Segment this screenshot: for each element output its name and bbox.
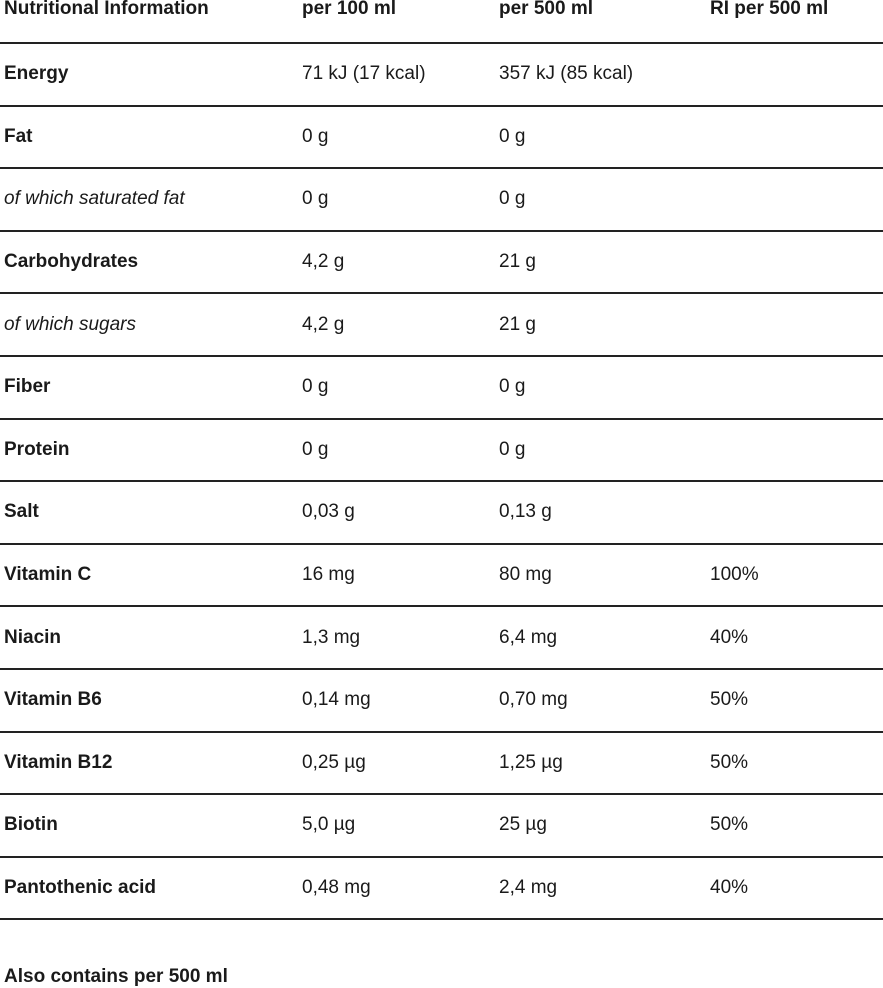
value-per-100ml: 1,3 mg bbox=[302, 626, 361, 648]
header-ri-per-500ml: RI per 500 ml bbox=[710, 0, 829, 19]
table-row: Vitamin C 16 mg 80 mg 100% bbox=[0, 545, 883, 608]
value-per-100ml: 5,0 µg bbox=[302, 814, 356, 836]
nutrient-label: Salt bbox=[4, 501, 39, 523]
value-per-500ml: 25 µg bbox=[499, 814, 547, 836]
value-per-100ml: 0,14 mg bbox=[302, 689, 371, 711]
value-per-500ml: 357 kJ (85 kcal) bbox=[499, 63, 634, 85]
value-per-500ml: 2,4 mg bbox=[499, 877, 558, 899]
nutrient-label: Fiber bbox=[4, 376, 51, 398]
nutrient-label: Protein bbox=[4, 438, 70, 460]
nutrient-label: Vitamin B6 bbox=[4, 689, 102, 711]
value-per-100ml: 0 g bbox=[302, 188, 329, 210]
nutrient-label: Energy bbox=[4, 63, 69, 85]
table-row: Fat 0 g 0 g bbox=[0, 107, 883, 170]
value-per-500ml: 0 g bbox=[499, 376, 526, 398]
value-per-100ml: 0 g bbox=[302, 125, 329, 147]
value-per-500ml: 0,70 mg bbox=[499, 689, 568, 711]
value-ri-per-500ml: 40% bbox=[710, 626, 749, 648]
nutrient-label: Carbohydrates bbox=[4, 251, 139, 273]
value-per-500ml: 0 g bbox=[499, 438, 526, 460]
value-per-500ml: 6,4 mg bbox=[499, 626, 558, 648]
table-row: Vitamin B12 0,25 µg 1,25 µg 50% bbox=[0, 733, 883, 796]
header-per-100ml: per 100 ml bbox=[302, 0, 396, 19]
table-row: Fiber 0 g 0 g bbox=[0, 357, 883, 420]
value-per-100ml: 0,25 µg bbox=[302, 751, 366, 773]
header-per-500ml: per 500 ml bbox=[499, 0, 593, 19]
value-per-500ml: 21 g bbox=[499, 251, 536, 273]
value-ri-per-500ml: 50% bbox=[710, 751, 749, 773]
footer-note: Also contains per 500 ml bbox=[4, 966, 228, 987]
table-header-row: Nutritional Information per 100 ml per 5… bbox=[0, 0, 883, 44]
nutrient-label: Pantothenic acid bbox=[4, 877, 157, 899]
value-per-100ml: 0,48 mg bbox=[302, 877, 371, 899]
nutrient-label: Fat bbox=[4, 125, 33, 147]
value-per-500ml: 21 g bbox=[499, 313, 536, 335]
value-per-100ml: 0 g bbox=[302, 376, 329, 398]
header-nutritional-information: Nutritional Information bbox=[4, 0, 209, 19]
table-row: Niacin 1,3 mg 6,4 mg 40% bbox=[0, 607, 883, 670]
value-per-100ml: 4,2 g bbox=[302, 251, 345, 273]
nutrient-label: Niacin bbox=[4, 626, 62, 648]
nutrient-label: Vitamin C bbox=[4, 564, 92, 586]
value-ri-per-500ml: 50% bbox=[710, 689, 749, 711]
value-per-500ml: 1,25 µg bbox=[499, 751, 563, 773]
value-ri-per-500ml: 50% bbox=[710, 814, 749, 836]
table-row: Biotin 5,0 µg 25 µg 50% bbox=[0, 795, 883, 858]
nutrient-label: Biotin bbox=[4, 814, 58, 836]
table-row: Protein 0 g 0 g bbox=[0, 420, 883, 483]
nutrient-label: of which saturated fat bbox=[4, 188, 185, 210]
table-row: Salt 0,03 g 0,13 g bbox=[0, 482, 883, 545]
value-ri-per-500ml: 100% bbox=[710, 564, 759, 586]
value-per-500ml: 80 mg bbox=[499, 564, 552, 586]
table-row: Carbohydrates 4,2 g 21 g bbox=[0, 232, 883, 295]
nutrition-table: Nutritional Information per 100 ml per 5… bbox=[0, 0, 883, 921]
table-body: Energy 71 kJ (17 kcal) 357 kJ (85 kcal) Fat… bbox=[0, 44, 883, 921]
value-per-100ml: 4,2 g bbox=[302, 313, 345, 335]
value-per-500ml: 0 g bbox=[499, 188, 526, 210]
nutrient-label: Vitamin B12 bbox=[4, 751, 113, 773]
nutrient-label: of which sugars bbox=[4, 313, 137, 335]
value-ri-per-500ml: 40% bbox=[710, 877, 749, 899]
value-per-500ml: 0 g bbox=[499, 125, 526, 147]
table-row: of which saturated fat 0 g 0 g bbox=[0, 169, 883, 232]
table-row: Pantothenic acid 0,48 mg 2,4 mg 40% bbox=[0, 858, 883, 921]
value-per-100ml: 16 mg bbox=[302, 564, 355, 586]
value-per-100ml: 71 kJ (17 kcal) bbox=[302, 63, 426, 85]
value-per-500ml: 0,13 g bbox=[499, 501, 552, 523]
table-row: Energy 71 kJ (17 kcal) 357 kJ (85 kcal) bbox=[0, 44, 883, 107]
value-per-100ml: 0,03 g bbox=[302, 501, 355, 523]
table-row: Vitamin B6 0,14 mg 0,70 mg 50% bbox=[0, 670, 883, 733]
value-per-100ml: 0 g bbox=[302, 438, 329, 460]
table-row: of which sugars 4,2 g 21 g bbox=[0, 294, 883, 357]
